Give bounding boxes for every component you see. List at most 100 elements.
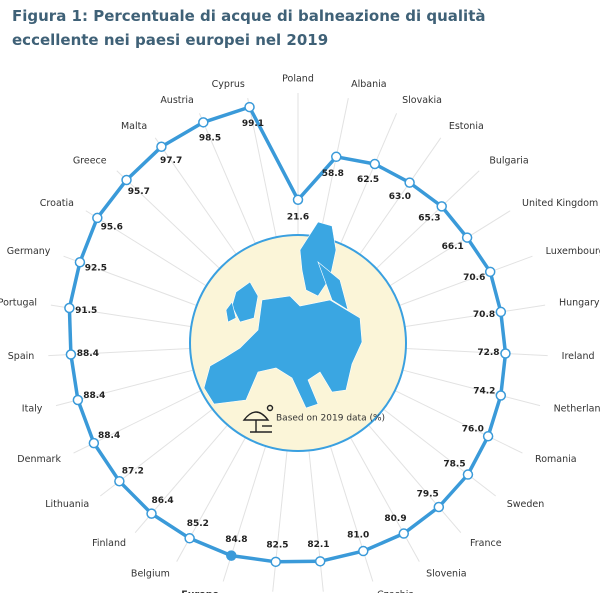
- radar-point: [64, 302, 75, 314]
- radar-point: [292, 194, 304, 206]
- spoke: [402, 369, 541, 407]
- value-label: 95.7: [128, 187, 150, 197]
- radar-point: [482, 431, 494, 442]
- value-label: 99.1: [242, 119, 264, 129]
- radar-point: [270, 556, 281, 568]
- value-label: 95.6: [101, 222, 123, 232]
- spoke: [367, 424, 462, 534]
- value-label: 58.8: [322, 169, 344, 179]
- category-label: Bulgaria: [489, 156, 528, 167]
- radar-point: [114, 476, 125, 487]
- radar-point: [369, 158, 381, 170]
- value-label: 92.5: [85, 264, 107, 274]
- radar-point: [484, 266, 496, 278]
- radar-point: [198, 117, 209, 128]
- category-label: Germany: [7, 246, 51, 257]
- note: Based on 2019 data (%): [276, 414, 385, 424]
- category-label: Hungary: [559, 298, 600, 309]
- category-label: Portugal: [0, 298, 37, 309]
- radar-point: [404, 177, 415, 188]
- radar-point: [500, 348, 511, 359]
- category-label: Cyprus: [212, 79, 245, 90]
- value-label: 65.3: [418, 214, 440, 224]
- radar-point: [74, 256, 86, 268]
- value-label: 88.4: [77, 349, 99, 359]
- spoke: [359, 137, 442, 255]
- value-label: 66.1: [442, 242, 464, 252]
- spoke: [63, 255, 197, 306]
- value-label: 80.9: [384, 514, 406, 524]
- category-label: Greece: [73, 156, 107, 167]
- category-label: United Kingdom: [522, 198, 598, 209]
- radar-line: [67, 105, 508, 564]
- spoke: [308, 450, 324, 592]
- value-label: 74.2: [473, 387, 495, 397]
- radar-point: [495, 306, 507, 318]
- radar-point: [314, 556, 326, 567]
- radar-point: [65, 349, 77, 360]
- radar-point: [226, 550, 237, 561]
- value-label: 91.5: [75, 306, 97, 316]
- category-label: Denmark: [17, 454, 61, 465]
- radar-point: [88, 437, 100, 449]
- value-label: 87.2: [122, 466, 144, 476]
- map: [203, 221, 363, 409]
- spoke: [375, 170, 480, 269]
- category-label: Malta: [121, 121, 147, 132]
- spoke: [383, 408, 496, 497]
- value-label: 79.5: [417, 490, 439, 500]
- category-label: Czechia: [377, 589, 414, 593]
- category-label: Sweden: [507, 499, 545, 510]
- radar-point: [156, 141, 167, 153]
- value-label: 21.6: [287, 212, 309, 222]
- value-label: 62.5: [357, 175, 379, 185]
- radar-point: [244, 101, 255, 113]
- category-label: Europe: [181, 589, 219, 593]
- spoke: [272, 450, 288, 592]
- category-label: Albania: [351, 79, 386, 90]
- spoke: [154, 137, 237, 255]
- category-label: Ireland: [562, 351, 595, 362]
- value-label: 63.0: [389, 192, 411, 202]
- value-label: 76.0: [462, 424, 484, 434]
- spoke: [389, 210, 511, 287]
- value-label: 88.4: [98, 431, 120, 441]
- value-label: 78.5: [443, 460, 465, 470]
- category-label: Netherlands: [554, 404, 600, 415]
- spoke: [349, 437, 420, 562]
- value-label: 82.1: [307, 540, 329, 550]
- value-label: 70.8: [473, 310, 495, 320]
- note-icon: [242, 404, 274, 433]
- category-label: Poland: [282, 74, 314, 85]
- radar-point: [358, 545, 369, 557]
- value-label: 86.4: [151, 496, 173, 506]
- spoke: [394, 390, 523, 454]
- value-label: 70.6: [463, 273, 485, 283]
- radar-point: [436, 201, 447, 212]
- category-label: Estonia: [449, 121, 484, 132]
- value-label: 98.5: [199, 133, 221, 143]
- spoke: [404, 304, 546, 328]
- value-label: 72.8: [477, 348, 499, 358]
- value-label: 82.5: [266, 540, 288, 550]
- radar-point: [461, 232, 473, 243]
- spoke: [399, 255, 533, 306]
- spoke: [329, 445, 374, 582]
- category-label: Luxembourg: [546, 246, 600, 257]
- category-label: Slovenia: [426, 568, 466, 579]
- radar-point: [72, 394, 84, 406]
- spoke: [116, 170, 221, 269]
- category-label: France: [470, 538, 502, 549]
- radar-point: [331, 151, 342, 163]
- spoke: [247, 98, 277, 238]
- radar-point: [398, 528, 410, 539]
- category-label: Belgium: [131, 568, 170, 579]
- spoke: [340, 113, 398, 244]
- value-label: 81.0: [347, 530, 369, 540]
- radar-point: [495, 390, 507, 401]
- category-label: Croatia: [40, 198, 74, 209]
- spoke: [198, 113, 256, 244]
- category-label: Finland: [92, 538, 126, 549]
- value-label: 88.4: [83, 391, 105, 401]
